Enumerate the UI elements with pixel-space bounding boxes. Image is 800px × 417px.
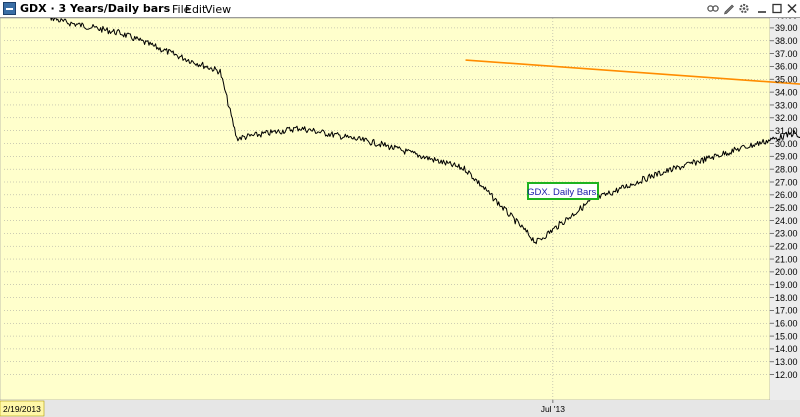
y-axis: 12.00 13.00 14.00 15.00 16.00 17.00 18.00 19.00… xyxy=(770,18,798,380)
y-tick-label: 24.00 xyxy=(775,216,798,226)
link-icon[interactable] xyxy=(706,2,720,15)
legend-label: GDX. Daily Bars. xyxy=(527,187,599,198)
x-start-label: 2/19/2013 xyxy=(3,404,41,414)
y-tick-label: 12.00 xyxy=(775,370,798,380)
menu-view[interactable]: View xyxy=(205,3,232,16)
menu-edit[interactable]: Edit xyxy=(185,3,207,16)
legend-box xyxy=(527,182,599,200)
close-icon[interactable] xyxy=(785,2,799,15)
price-chart: 12.00 13.00 14.00 15.00 16.00 17.00 18.00 19.00… xyxy=(0,18,800,417)
y-tick-label: 35.00 xyxy=(775,75,798,85)
y-tick-label: 36.00 xyxy=(775,62,798,72)
y-tick-label: 19.00 xyxy=(775,280,798,290)
pencil-icon[interactable] xyxy=(722,2,736,15)
y-tick-label: 31.00 xyxy=(775,126,798,136)
y-tick-label: 18.00 xyxy=(775,293,798,303)
gear-icon[interactable] xyxy=(737,2,751,15)
y-tick-label: 37.00 xyxy=(775,49,798,59)
minimize-icon[interactable] xyxy=(755,2,769,15)
price-series xyxy=(46,18,800,245)
window-title: GDX · 3 Years/Daily bars xyxy=(20,2,171,15)
x-axis: Jul '13Oct '13Jan '14Apr '14Jul '14Oct '… xyxy=(0,400,566,417)
price-line xyxy=(46,18,800,245)
x-axis-panel xyxy=(0,400,800,417)
y-tick-label: 20.00 xyxy=(775,267,798,277)
y-tick-label: 29.00 xyxy=(775,152,798,162)
x-tick-label: Jul '13 xyxy=(541,404,566,414)
y-tick-label: 40.00 xyxy=(775,18,798,20)
y-tick-label: 25.00 xyxy=(775,203,798,213)
y-tick-label: 38.00 xyxy=(775,36,798,46)
y-tick-label: 28.00 xyxy=(775,164,798,174)
y-tick-label: 23.00 xyxy=(775,229,798,239)
x-start-label-box xyxy=(0,400,45,417)
y-tick-label: 22.00 xyxy=(775,242,798,252)
chart-icon xyxy=(3,2,16,15)
y-tick-label: 15.00 xyxy=(775,331,798,341)
y-tick-label: 39.00 xyxy=(775,23,798,33)
y-tick-label: 13.00 xyxy=(775,357,798,367)
plot-area xyxy=(0,18,771,401)
y-tick-label: 26.00 xyxy=(775,190,798,200)
y-tick-label: 30.00 xyxy=(775,139,798,149)
y-tick-label: 27.00 xyxy=(775,177,798,187)
y-tick-label: 21.00 xyxy=(775,254,798,264)
y-tick-label: 33.00 xyxy=(775,100,798,110)
maximize-icon[interactable] xyxy=(770,2,784,15)
y-tick-label: 17.00 xyxy=(775,306,798,316)
y-tick-label: 32.00 xyxy=(775,113,798,123)
grid-lines xyxy=(4,18,770,400)
y-tick-label: 34.00 xyxy=(775,87,798,97)
y-tick-label: 14.00 xyxy=(775,344,798,354)
title-bar: GDX · 3 Years/Daily bars File Edit View xyxy=(0,0,800,18)
menu-file[interactable]: File xyxy=(172,3,191,16)
y-tick-label: 16.00 xyxy=(775,319,798,329)
